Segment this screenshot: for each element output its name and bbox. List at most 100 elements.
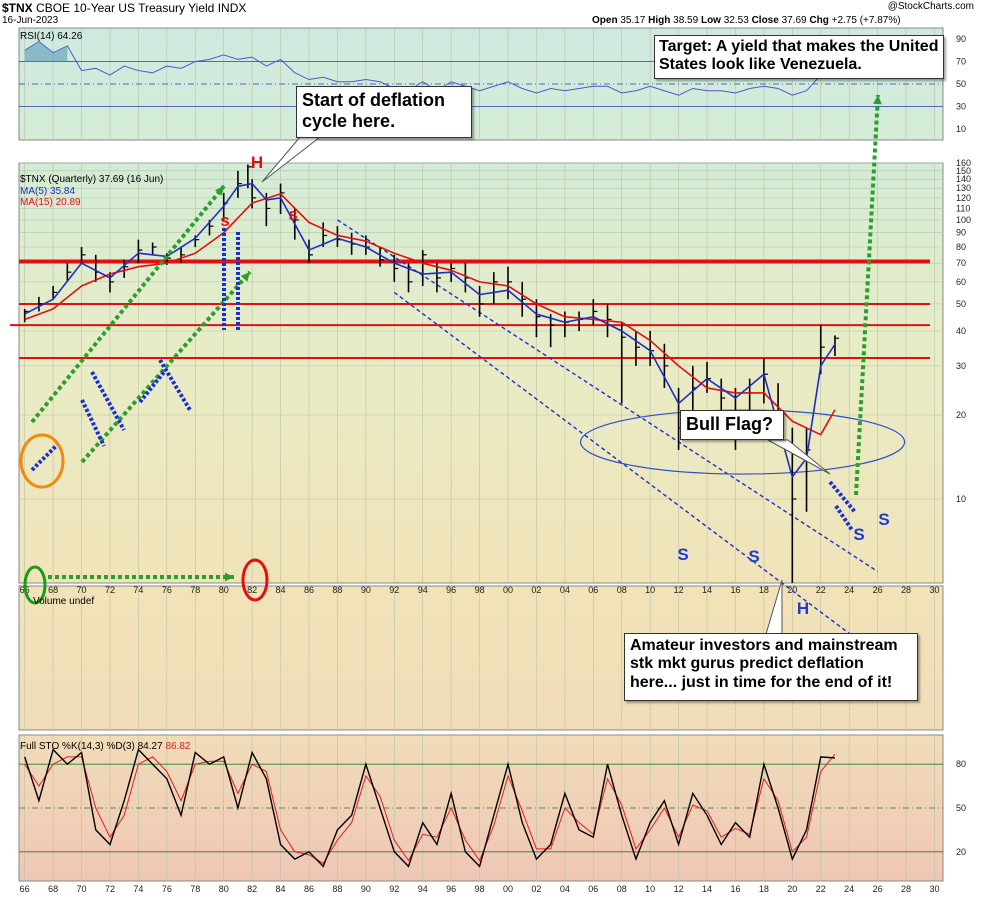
open-value: 35.17 [620, 15, 646, 26]
price-x-tick-label: 72 [105, 585, 115, 595]
price-y-tick-label: 60 [956, 277, 966, 287]
price-y-tick-label: 110 [956, 203, 970, 213]
rsi-y-tick-label: 90 [956, 34, 966, 44]
flag-mark [90, 371, 126, 431]
sto-x-tick-label: 80 [219, 884, 229, 894]
sto-x-tick-label: 12 [674, 884, 684, 894]
rsi-y-tick-label: 10 [956, 124, 966, 134]
price-x-tick-label: 22 [816, 585, 826, 595]
chart-date: 16-Jun-2023 [2, 15, 59, 26]
price-y-tick-label: 120 [956, 193, 971, 203]
price-y-tick-label: 160 [956, 158, 971, 168]
sto-x-tick-label: 66 [20, 884, 30, 894]
rsi-label: RSI(14) [20, 31, 55, 42]
price-y-tick-label: 130 [956, 183, 971, 193]
sto-d-line [24, 753, 836, 865]
price-panel-bg [18, 162, 944, 584]
time-arrow-head [224, 572, 234, 582]
sto-x-tick-label: 88 [332, 884, 342, 894]
price-x-tick-label: 08 [617, 585, 627, 595]
sto-x-tick-label: 90 [361, 884, 371, 894]
head-bottom-label: H [797, 599, 809, 618]
price-y-tick-label: 30 [956, 361, 966, 371]
symbol-name: CBOE 10-Year US Treasury Yield [36, 1, 215, 15]
price-x-tick-label: 18 [759, 585, 769, 595]
flag-mark [30, 442, 60, 472]
shoulder-label: s [220, 211, 229, 230]
sto-x-tick-label: 70 [77, 884, 87, 894]
price-x-tick-label: 06 [588, 585, 598, 595]
trend-arrow-top [30, 184, 226, 424]
price-y-tick-label: 70 [956, 258, 966, 268]
ma5-legend: MA(5) 35.84 [20, 186, 75, 197]
sto-x-tick-label: 86 [304, 884, 314, 894]
red-ring [241, 558, 269, 602]
bull-flag-pointer [767, 439, 831, 475]
sto-label: Full STO %K(14,3) %D(3) [20, 741, 135, 752]
price-x-tick-label: 86 [304, 585, 314, 595]
price-x-tick-label: 68 [48, 585, 58, 595]
price-x-tick-label: 16 [730, 585, 740, 595]
price-x-tick-label: 96 [446, 585, 456, 595]
price-x-tick-label: 04 [560, 585, 570, 595]
target-callout: Target: A yield that makes the United St… [654, 35, 944, 79]
sto-x-tick-label: 82 [247, 884, 257, 894]
sto-x-tick-label: 26 [873, 884, 883, 894]
price-x-tick-label: 76 [162, 585, 172, 595]
flag-mark [138, 370, 166, 404]
flag-mark [828, 480, 857, 514]
sto-x-tick-label: 78 [190, 884, 200, 894]
shoulder-label: s [288, 205, 297, 224]
price-x-tick-label: 82 [247, 585, 257, 595]
sto-x-tick-label: 04 [560, 884, 570, 894]
sto-d-value: 86.82 [165, 741, 191, 752]
rsi-y-tick-label: 50 [956, 79, 966, 89]
sto-x-tick-label: 68 [48, 884, 58, 894]
price-x-tick-label: 70 [77, 585, 87, 595]
price-y-tick-label: 10 [956, 494, 966, 504]
sto-x-tick-label: 06 [588, 884, 598, 894]
price-x-tick-label: 84 [276, 585, 286, 595]
sto-x-tick-label: 28 [901, 884, 911, 894]
symbol: $TNX [2, 1, 33, 15]
price-x-tick-label: 90 [361, 585, 371, 595]
price-x-tick-label: 80 [219, 585, 229, 595]
orange-ring [19, 433, 65, 489]
target-arrow [854, 94, 880, 496]
price-x-tick-label: 28 [901, 585, 911, 595]
close-value: 37.69 [781, 15, 807, 26]
chart-title: $TNX CBOE 10-Year US Treasury Yield INDX [2, 1, 246, 15]
sto-x-tick-label: 72 [105, 884, 115, 894]
channel-upper-line [337, 219, 878, 573]
sto-x-tick-label: 24 [844, 884, 854, 894]
price-y-tick-label: 80 [956, 242, 966, 252]
ma5-line [24, 182, 836, 478]
price-x-tick-label: 10 [645, 585, 655, 595]
price-x-tick-label: 20 [787, 585, 797, 595]
target-arrow-head [873, 95, 882, 105]
trend-arrow-bottom-head [240, 272, 250, 282]
sto-x-tick-label: 96 [446, 884, 456, 894]
price-x-tick-label: 24 [844, 585, 854, 595]
price-x-tick-label: 88 [332, 585, 342, 595]
sto-x-tick-label: 92 [389, 884, 399, 894]
rsi-value: 64.26 [57, 31, 83, 42]
volume-legend: Volume undef [33, 596, 95, 607]
sto-x-tick-label: 84 [276, 884, 286, 894]
trend-arrow-top-head [214, 186, 224, 196]
ma5-value: 35.84 [50, 186, 76, 197]
price-x-tick-label: 92 [389, 585, 399, 595]
ma5-label: MA(5) [20, 186, 48, 197]
sto-x-tick-label: 98 [475, 884, 485, 894]
sto-x-tick-label: 20 [787, 884, 797, 894]
bull-flag-callout: Bull Flag? [680, 410, 784, 440]
sto-x-tick-label: 08 [617, 884, 627, 894]
sto-x-tick-label: 10 [645, 884, 655, 894]
price-x-tick-label: 98 [475, 585, 485, 595]
rsi-y-tick-label: 70 [956, 57, 966, 67]
rsi-y-tick-label: 30 [956, 101, 966, 111]
chg-label: Chg [809, 15, 829, 26]
sto-y-tick-label: 20 [956, 847, 966, 857]
sto-y-tick-label: 80 [956, 759, 966, 769]
